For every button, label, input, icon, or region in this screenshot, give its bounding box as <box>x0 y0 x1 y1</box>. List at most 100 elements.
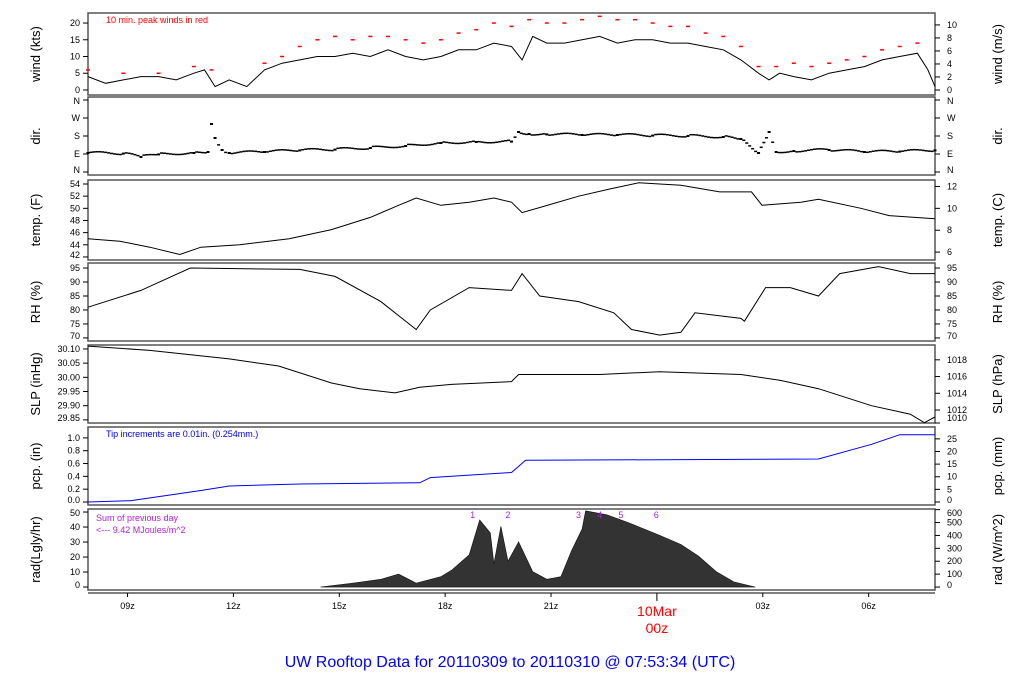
direction-point <box>365 148 369 150</box>
direction-point <box>683 136 687 138</box>
direction-point <box>292 150 296 152</box>
direction-point <box>795 151 799 153</box>
direction-point <box>767 131 771 133</box>
right-tick-label: 6 <box>947 46 952 56</box>
direction-point <box>283 149 287 151</box>
y-axis-label: RH (%) <box>28 281 43 324</box>
direction-point <box>362 148 366 150</box>
direction-point <box>286 149 290 151</box>
annotation-sum: <--- 9.42 MJoules/m^2 <box>96 525 186 535</box>
direction-point <box>348 147 352 149</box>
direction-point <box>101 151 105 153</box>
direction-point <box>712 136 716 139</box>
direction-point <box>612 134 616 137</box>
left-tick-label: 29.95 <box>57 387 80 397</box>
direction-point <box>854 149 858 152</box>
right-tick-label: 4 <box>947 59 952 69</box>
direction-point <box>539 133 543 136</box>
right-tick-label: 25 <box>947 434 957 444</box>
panel-frame <box>87 344 936 424</box>
y-axis-label-right: RH (%) <box>990 281 1005 324</box>
direction-point <box>115 153 119 156</box>
direction-point <box>692 133 696 136</box>
direction-point <box>524 133 528 136</box>
direction-point <box>318 148 322 151</box>
direction-point <box>815 148 819 150</box>
x-tick-label: 06z <box>861 601 876 611</box>
direction-point <box>821 148 825 150</box>
right-tick-label: 70 <box>947 331 957 341</box>
right-tick-label: 600 <box>947 508 962 518</box>
direction-point <box>583 134 587 136</box>
left-tick-label: N <box>74 96 81 106</box>
direction-point <box>818 148 822 150</box>
x-tick-label-date: 10Mar <box>637 603 677 619</box>
left-tick-label: 70 <box>70 331 80 341</box>
direction-point <box>812 148 816 150</box>
annotation: Tip increments are 0.01in. (0.254mm.) <box>106 429 258 439</box>
direction-point <box>548 134 552 136</box>
direction-point <box>621 133 625 135</box>
direction-point <box>427 144 431 146</box>
direction-point <box>918 149 922 151</box>
direction-point <box>771 141 775 143</box>
direction-point <box>360 148 364 150</box>
direction-point <box>474 141 478 143</box>
direction-point <box>495 141 499 143</box>
direction-point <box>889 150 893 152</box>
direction-point <box>862 151 866 153</box>
series-10-min-peak <box>86 15 920 74</box>
direction-point <box>904 149 908 152</box>
direction-point <box>377 145 381 148</box>
direction-point <box>98 151 102 153</box>
y-axis-label: SLP (inHg) <box>28 352 43 415</box>
direction-point <box>213 137 217 139</box>
direction-point <box>92 151 96 153</box>
left-tick-label: W <box>72 113 81 123</box>
y-axis-label-right: pcp. (mm) <box>990 437 1005 496</box>
direction-point <box>559 132 563 135</box>
annotation: 10 min. peak winds in red <box>106 15 208 25</box>
direction-point <box>351 147 355 150</box>
direction-point <box>124 152 128 154</box>
direction-point <box>727 135 731 138</box>
direction-point <box>530 134 534 136</box>
direction-point <box>489 142 493 144</box>
left-tick-label: 42 <box>70 250 80 260</box>
direction-point <box>912 148 916 151</box>
direction-point <box>921 149 925 152</box>
direction-point <box>589 133 593 135</box>
direction-point <box>674 135 678 138</box>
right-tick-label: E <box>947 149 953 159</box>
y-axis-label-right: wind (m/s) <box>990 24 1005 85</box>
direction-point <box>507 139 511 142</box>
direction-point <box>457 142 461 145</box>
direction-point <box>542 133 546 135</box>
direction-point <box>718 136 722 139</box>
direction-point <box>289 149 293 152</box>
direction-point <box>522 133 526 135</box>
direction-point <box>368 147 372 149</box>
direction-point <box>433 143 437 145</box>
direction-point <box>639 134 643 136</box>
left-tick-label: 15 <box>70 35 80 45</box>
direction-point <box>301 148 305 151</box>
direction-point <box>442 141 446 143</box>
panel-frame <box>87 262 936 342</box>
direction-point <box>577 134 581 136</box>
direction-point <box>395 146 399 149</box>
direction-point <box>110 152 114 155</box>
direction-point <box>915 149 919 151</box>
direction-point <box>554 133 558 136</box>
direction-point <box>924 150 928 152</box>
direction-point <box>498 140 502 143</box>
direction-point <box>298 149 302 152</box>
direction-point <box>759 146 763 149</box>
direction-point <box>504 139 508 142</box>
direction-point <box>404 145 408 147</box>
direction-point <box>295 150 299 152</box>
left-tick-label: 48 <box>70 215 80 225</box>
direction-point <box>671 134 675 137</box>
